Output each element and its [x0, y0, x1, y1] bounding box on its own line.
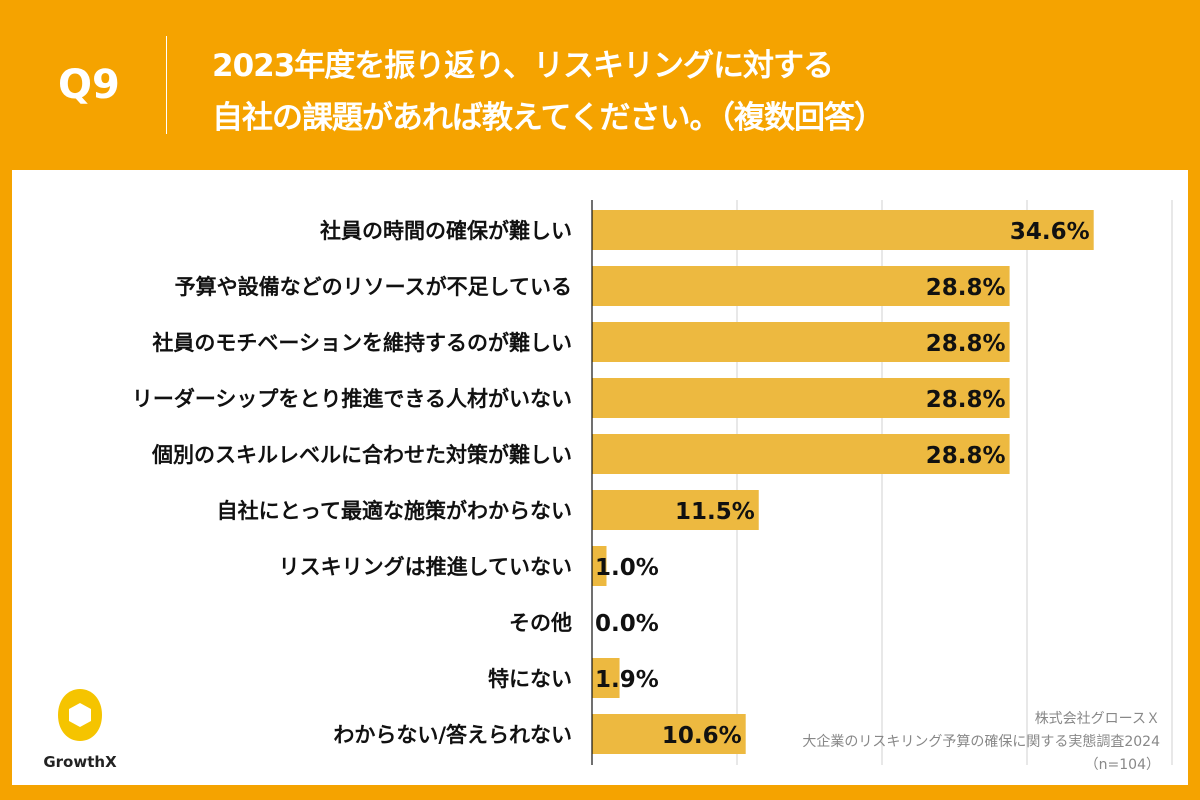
chart-title: 2023年度を振り返り、リスキリングに対する 自社の課題があれば教えてください。…	[212, 40, 885, 144]
bar	[592, 266, 1010, 306]
bar	[592, 546, 607, 586]
credit-company: 株式会社グロースＸ	[1034, 711, 1160, 727]
bar	[592, 210, 1094, 250]
bar	[592, 658, 620, 698]
logo-icon	[58, 689, 102, 741]
bar	[592, 434, 1010, 474]
data-label: 28.8%	[926, 275, 1006, 301]
data-label: 10.6%	[662, 723, 742, 749]
bar	[592, 322, 1010, 362]
category-label: リーダーシップをとり推進できる人材がいない	[132, 387, 572, 411]
data-label: 1.9%	[595, 667, 659, 693]
bar	[592, 490, 759, 530]
source-credit: 株式会社グロースＸ 大企業のリスキリング予算の確保に関する実態調査2024 （n…	[802, 708, 1160, 777]
growthx-logo: GrowthX	[40, 685, 120, 771]
data-label: 1.0%	[595, 555, 659, 581]
category-label: 社員の時間の確保が難しい	[319, 219, 572, 243]
data-label: 0.0%	[595, 611, 659, 637]
data-label: 34.6%	[1010, 219, 1090, 245]
credit-survey: 大企業のリスキリング予算の確保に関する実態調査2024	[802, 734, 1160, 750]
title-line-2: 自社の課題があれば教えてください。（複数回答）	[212, 100, 885, 136]
category-label: 自社にとって最適な施策がわからない	[217, 499, 572, 523]
divider	[166, 36, 167, 134]
logo-text: GrowthX	[43, 753, 117, 771]
bar	[592, 378, 1010, 418]
category-label: 予算や設備などのリソースが不足している	[175, 275, 572, 299]
bar	[592, 714, 746, 754]
question-number: Q9	[58, 62, 120, 108]
data-label: 11.5%	[675, 499, 755, 525]
category-label: 特にない	[488, 667, 572, 691]
sample-size: （n=104）	[1084, 757, 1160, 773]
data-label: 28.8%	[926, 331, 1006, 357]
category-label: 社員のモチベーションを維持するのが難しい	[151, 331, 572, 355]
category-label: その他	[509, 611, 572, 635]
category-label: リスキリングは推進していない	[279, 555, 572, 579]
data-label: 28.8%	[926, 387, 1006, 413]
title-line-1: 2023年度を振り返り、リスキリングに対する	[212, 48, 834, 84]
data-label: 28.8%	[926, 443, 1006, 469]
category-label: 個別のスキルレベルに合わせた対策が難しい	[151, 443, 572, 467]
category-label: わからない/答えられない	[333, 723, 572, 747]
